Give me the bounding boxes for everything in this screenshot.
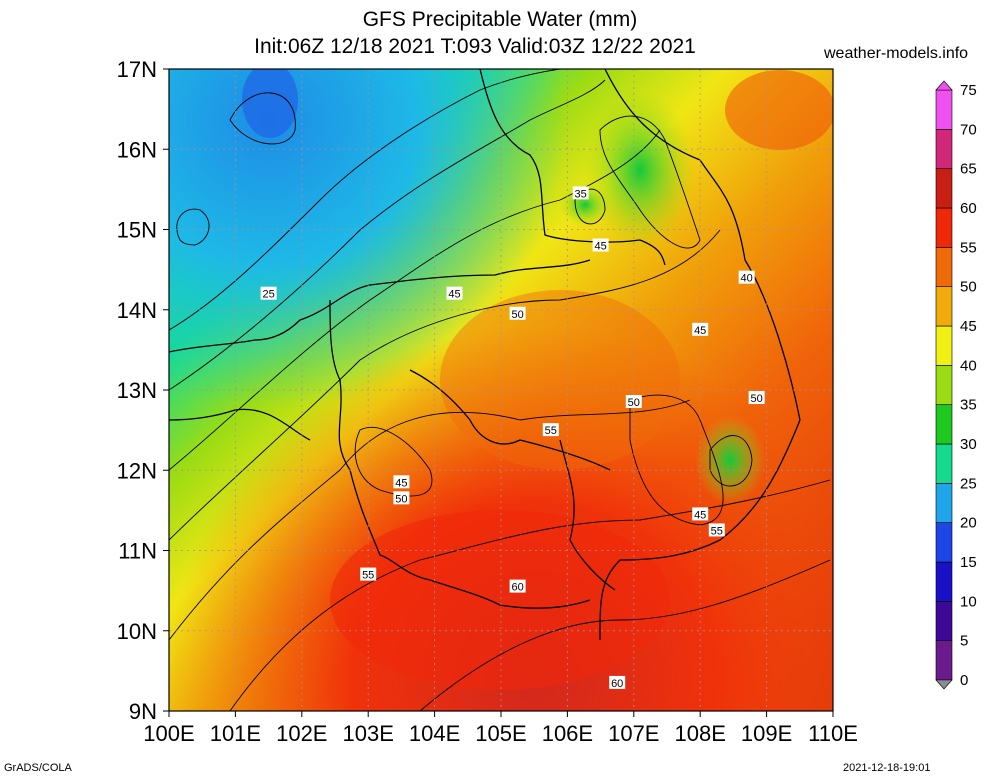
lon-tick-label: 106E [542,721,593,746]
lon-tick-label: 100E [143,721,194,746]
colorbar-segment [935,129,953,169]
contour-label-bg [609,675,626,689]
lat-tick-label: 12N [117,458,157,483]
contour-label-bg [509,306,526,320]
contour-label: 60 [511,582,523,594]
contour-label: 50 [628,397,640,409]
colorbar: 0 5 10 15 20 25 30 35 40 45 50 55 60 65 70 75 [935,80,977,690]
contour-label: 60 [611,678,623,690]
contour-label: 45 [694,325,706,337]
colorbar-label: 50 [960,279,977,296]
contour-label-bg [542,423,559,437]
colorbar-label: 5 [960,633,968,650]
colorbar-segment [935,640,953,681]
colorbar-label: 15 [960,554,977,571]
contour-label: 45 [448,289,460,301]
lon-tick-label: 108E [675,721,726,746]
colorbar-segment [935,168,953,209]
lon-tick-label: 107E [608,721,659,746]
colorbar-segment [935,247,953,287]
contour-label-bg [708,523,725,537]
lat-tick-label: 9N [129,699,157,724]
colorbar-label: 60 [960,200,977,217]
colorbar-label: 75 [960,82,977,99]
contour-label-bg [572,186,589,200]
longitude-axis: 100E 101E 102E 103E 104E 105E 106E 107E 108E 109E… [143,711,858,746]
colorbar-segment [935,561,953,602]
colorbar-label: 70 [960,121,977,138]
contour-label-bg [738,270,755,284]
lat-tick-label: 10N [117,619,157,644]
contour-labels: 25 35 40 45 45 45 45 45 50 50 50 50 55 55 55 60 60 [260,186,765,690]
colorbar-label: 65 [960,161,977,178]
contour-label: 45 [694,509,706,521]
contour-label: 50 [751,393,763,405]
colorbar-label: 55 [960,239,977,256]
contour-label-bg [260,286,277,300]
lat-tick-label: 11N [118,539,157,564]
lon-tick-label: 101E [210,721,261,746]
colorbar-segment [935,443,953,484]
colorbar-segment [935,601,953,641]
colorbar-segment [935,286,953,327]
colorbar-label: 30 [960,436,977,453]
contour-label: 45 [594,241,606,253]
contour-label-bg [692,322,709,336]
latitude-axis: 17N 16N 15N 14N 13N 12N 11N 10N 9N [117,57,169,724]
colorbar-segment [935,207,953,248]
lon-tick-label: 109E [741,721,792,746]
contour-label: 45 [395,477,407,489]
lon-tick-label: 104E [409,721,460,746]
contour-label: 55 [362,570,374,582]
contour-label-bg [509,579,526,593]
lat-tick-label: 16N [117,137,157,162]
colorbar-segment [935,404,953,445]
footer-timestamp: 2021-12-18-19:01 [843,762,931,774]
contour-label-bg [393,475,410,489]
colorbar-segment [935,365,953,405]
contour-label-bg [592,238,609,252]
colorbar-label: 10 [960,593,977,610]
contour-label: 50 [395,493,407,505]
contour-label-bg [360,567,377,581]
contour-label: 35 [575,188,587,200]
contour-label-bg [625,395,642,409]
contour-label-bg [393,491,410,505]
contour-label-bg [748,391,765,405]
colorbar-segment [935,483,953,523]
colorbar-segment [935,325,953,366]
colorbar-segment [935,522,953,563]
colorbar-label: 0 [960,672,968,689]
source-site: weather-models.info [824,45,969,62]
contour-label: 50 [511,309,523,321]
contour-label-bg [692,507,709,521]
chart-subtitle: Init:06Z 12/18 2021 T:093 Valid:03Z 12/2… [254,35,696,58]
footer-credit: GrADS/COLA [4,762,72,774]
lon-tick-label: 102E [276,721,327,746]
lon-tick-label: 103E [343,721,394,746]
chart-title: GFS Precipitable Water (mm) [362,8,638,31]
colorbar-label: 35 [960,397,977,414]
colorbar-label: 20 [960,515,977,532]
lat-tick-label: 15N [117,218,157,243]
lat-tick-label: 14N [117,298,157,323]
colorbar-label: 45 [960,318,977,335]
colorbar-label: 40 [960,357,977,374]
contour-label: 55 [711,525,723,537]
precipitable-water-field [169,69,833,711]
lon-tick-label: 110E [808,721,858,746]
lat-tick-label: 13N [117,378,157,403]
colorbar-segment [935,89,953,130]
colorbar-label: 25 [960,475,977,492]
contour-label: 25 [262,289,274,301]
colorbar-min-arrow [935,679,953,690]
lat-tick-label: 17N [117,57,157,82]
contour-label: 55 [545,425,557,437]
lon-tick-label: 105E [475,721,526,746]
contour-label: 40 [741,273,753,285]
colorbar-max-arrow [935,80,953,91]
contour-label-bg [446,286,463,300]
